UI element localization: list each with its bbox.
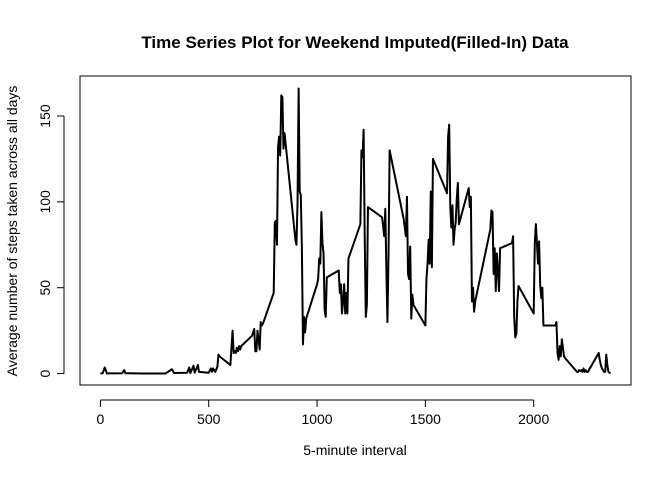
x-tick-label: 2000 (518, 411, 549, 427)
plot-box (79, 75, 632, 386)
y-tick-label: 0 (37, 369, 53, 377)
y-axis-label: Average number of steps taken across all… (4, 86, 20, 377)
data-line (100, 87, 612, 375)
y-tick-label: 150 (37, 104, 53, 128)
x-tick-label: 0 (97, 411, 105, 427)
x-tick-label: 1500 (410, 411, 441, 427)
chart-title: Time Series Plot for Weekend Imputed(Fil… (141, 33, 569, 52)
y-tick-label: 50 (37, 280, 53, 296)
y-tick-label: 100 (37, 190, 53, 214)
x-tick-label: 1000 (301, 411, 332, 427)
x-tick-label: 500 (197, 411, 221, 427)
x-axis-label: 5-minute interval (303, 442, 407, 458)
